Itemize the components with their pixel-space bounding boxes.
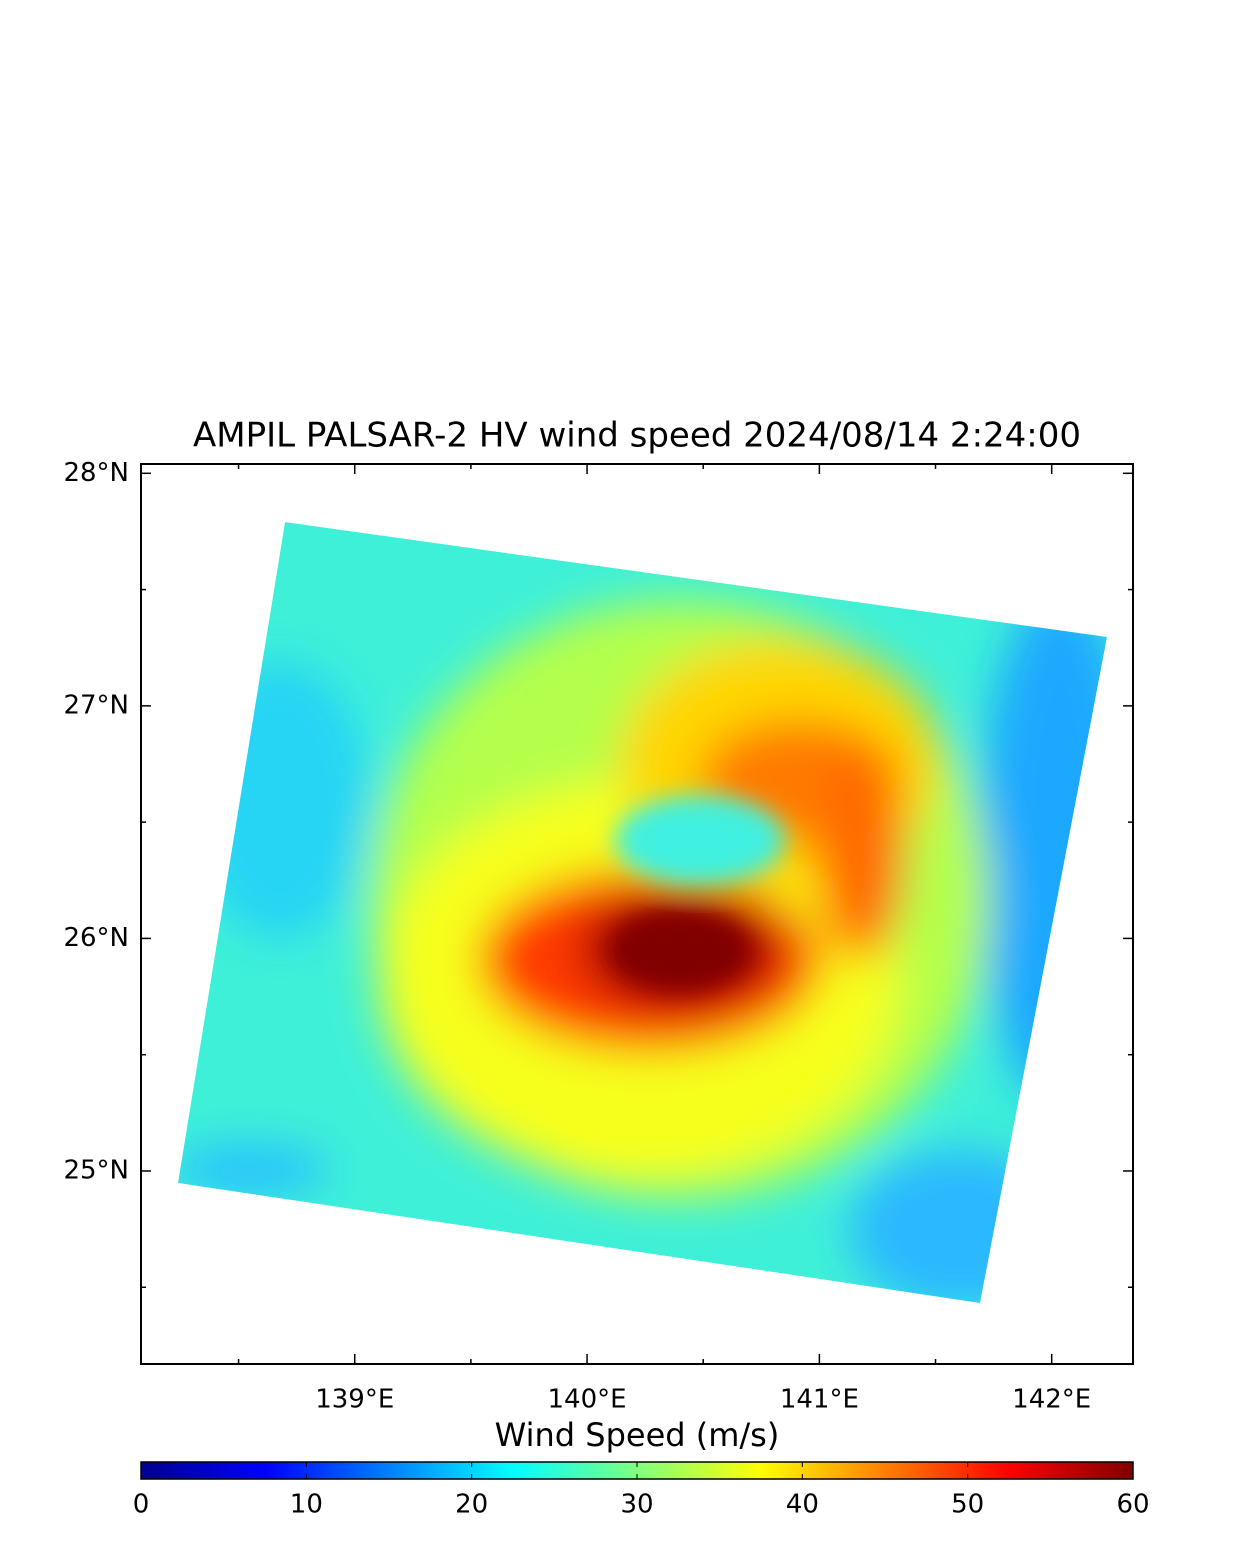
- y-tick-label: 28°N: [63, 458, 129, 488]
- x-tick-label: 139°E: [315, 1385, 394, 1415]
- y-tick-label: 27°N: [63, 690, 129, 720]
- title: AMPIL PALSAR-2 HV wind speed 2024/08/14 …: [193, 416, 1081, 456]
- y-tick-label: 25°N: [63, 1155, 129, 1185]
- colorbar-tick-label: 30: [620, 1490, 653, 1520]
- colorbar-tick-label: 50: [951, 1490, 984, 1520]
- colorbar-label: Wind Speed (m/s): [495, 1416, 780, 1454]
- colorbar-tick-label: 0: [133, 1490, 150, 1520]
- wind-field: [178, 522, 1107, 1303]
- x-tick-label: 141°E: [780, 1385, 859, 1415]
- axes: 139°E 140°E 141°E 142°E 25°N 26°N 27°N 28°N: [63, 458, 1133, 1415]
- colorbar-tick-label: 20: [455, 1490, 488, 1520]
- x-tick-label: 142°E: [1012, 1385, 1091, 1415]
- y-tick-label: 26°N: [63, 923, 129, 953]
- x-tick-label: 140°E: [548, 1385, 627, 1415]
- colorbar-tick-label: 10: [290, 1490, 323, 1520]
- map-frame: [140, 463, 1134, 1365]
- colorbar-tick-label: 60: [1116, 1490, 1149, 1520]
- colorbar-tick-label: 40: [786, 1490, 819, 1520]
